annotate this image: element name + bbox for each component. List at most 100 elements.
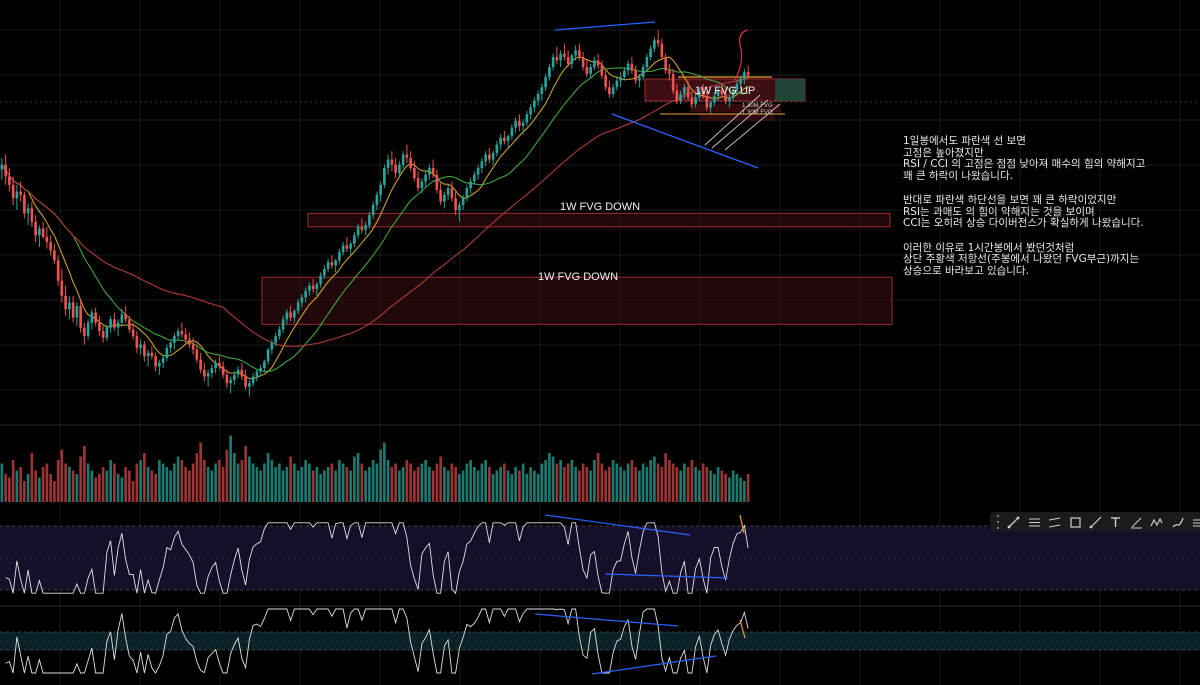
candle — [435, 169, 439, 194]
volume-bar — [413, 470, 416, 502]
volume-bar — [739, 477, 742, 502]
candle — [109, 315, 112, 333]
volume-bar — [506, 470, 510, 502]
volume-bar — [705, 467, 709, 502]
candle-body — [255, 371, 259, 377]
candle — [589, 63, 592, 79]
candle-body — [244, 376, 247, 387]
candle — [521, 119, 525, 135]
volume-bar — [349, 470, 352, 502]
candle-body — [596, 60, 600, 66]
parallel-channel-icon[interactable] — [1046, 514, 1062, 530]
candle-body — [619, 77, 622, 81]
candle-body — [675, 90, 679, 101]
note-paragraph-3: 이러한 이유로 1시간봉에서 봤던것처럼 상단 주황색 저항선(주봉에서 나왔던… — [903, 242, 1193, 278]
candle-body — [581, 57, 585, 68]
brush-icon[interactable] — [1169, 514, 1185, 530]
candle-body — [341, 245, 345, 253]
volume-bar — [34, 470, 37, 502]
candle — [428, 164, 431, 180]
rectangle-icon[interactable] — [1067, 514, 1083, 530]
text-icon[interactable] — [1108, 514, 1124, 530]
volume-bar — [146, 467, 150, 502]
volume-bar — [638, 470, 641, 502]
candle — [623, 67, 626, 81]
candle-body — [608, 87, 611, 95]
candle-body — [41, 228, 45, 237]
volume-bar — [56, 460, 60, 502]
fvg-down-zone-upper — [307, 212, 891, 228]
candle — [443, 191, 446, 209]
trend-line-icon[interactable] — [1005, 514, 1021, 530]
fvg-down-zone-lower — [261, 276, 893, 325]
candle-body — [668, 70, 671, 74]
volume-bar — [394, 463, 397, 502]
candle-body — [135, 336, 139, 348]
candle — [386, 154, 390, 175]
candle — [458, 201, 461, 222]
candle-body — [698, 90, 701, 98]
fib-icon[interactable] — [1026, 514, 1042, 530]
volume-bar — [68, 467, 71, 502]
candle-body — [293, 310, 296, 318]
candle — [53, 243, 56, 264]
candle — [214, 359, 217, 374]
more-icon[interactable] — [1190, 514, 1200, 530]
candle — [746, 65, 750, 79]
candle — [364, 221, 367, 236]
candle — [424, 171, 427, 187]
candle-body — [233, 374, 236, 380]
candle-body — [413, 167, 416, 179]
volume-bar — [135, 463, 139, 502]
candle — [465, 184, 469, 202]
candle-body — [334, 260, 337, 266]
volume-bar — [248, 456, 251, 502]
candle-body — [251, 376, 255, 384]
candle — [184, 327, 187, 343]
candle — [259, 364, 262, 377]
candle — [480, 157, 484, 174]
candle — [506, 134, 510, 148]
cci-pane — [0, 608, 1200, 675]
rsi-divergence-top — [544, 514, 691, 536]
ray-icon[interactable] — [1087, 514, 1103, 530]
drag-handle-icon[interactable] — [996, 515, 1001, 529]
upper-trendline — [554, 21, 656, 31]
candle — [26, 203, 30, 226]
candle — [555, 46, 559, 64]
volume-bar — [716, 467, 720, 502]
candle-body — [349, 243, 352, 249]
candle — [656, 30, 660, 47]
volume-bar — [608, 467, 611, 502]
candle — [398, 161, 401, 177]
volume-bar — [150, 470, 154, 502]
candle-body — [308, 285, 311, 291]
volume-bar — [158, 460, 161, 502]
candle-body — [248, 383, 251, 387]
candle — [551, 53, 555, 71]
measure-icon[interactable] — [1128, 514, 1144, 530]
candle-body — [653, 40, 656, 49]
candle-body — [701, 90, 705, 96]
candle-body — [4, 164, 7, 177]
candle-body — [161, 357, 165, 364]
candle-body — [720, 90, 724, 95]
candle — [11, 176, 15, 205]
candle — [90, 309, 94, 330]
candle — [446, 184, 450, 200]
candle-body — [176, 331, 180, 337]
volume-bar — [510, 474, 514, 502]
volume-bar — [645, 467, 649, 502]
candle — [56, 255, 60, 286]
candle — [431, 159, 435, 179]
candle-body — [476, 167, 480, 175]
volume-bar — [458, 474, 461, 502]
candle-body — [124, 314, 127, 320]
volume-bar — [420, 463, 424, 502]
candle-body — [574, 50, 577, 56]
pattern-icon[interactable] — [1149, 514, 1165, 530]
note-line: 1일봉에서도 파란색 선 보면 — [903, 135, 1026, 147]
candle — [645, 53, 649, 71]
candle-body — [169, 342, 172, 348]
